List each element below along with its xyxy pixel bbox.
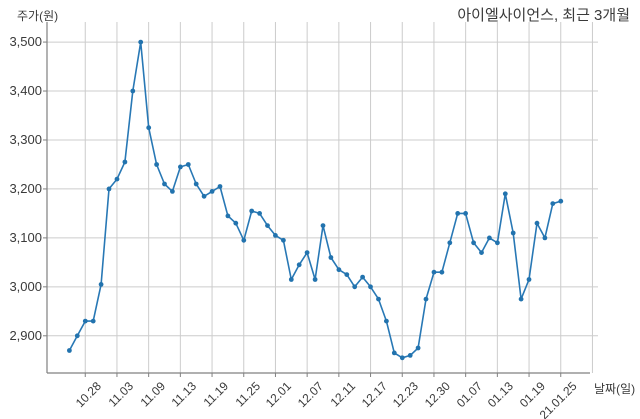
data-point-marker <box>249 208 255 214</box>
data-point-marker <box>201 193 207 199</box>
gridlines <box>47 22 598 373</box>
data-point-marker <box>170 189 175 194</box>
data-point-marker <box>217 184 223 189</box>
data-point-marker <box>288 277 294 282</box>
data-point-markers <box>67 39 564 361</box>
data-point-marker <box>526 277 532 282</box>
data-point-marker <box>233 220 239 226</box>
y-tick-label: 3,000 <box>9 278 42 294</box>
data-point-marker <box>439 269 445 275</box>
data-point-marker <box>542 235 548 241</box>
data-point-marker <box>510 230 516 236</box>
y-axis-label: 주가(원) <box>17 9 59 23</box>
data-point-marker <box>352 284 358 290</box>
data-point-marker <box>558 198 564 204</box>
data-point-marker <box>98 282 104 287</box>
data-point-marker <box>162 181 167 187</box>
data-point-marker <box>257 211 262 216</box>
data-point-marker <box>146 125 152 131</box>
data-point-marker <box>74 333 80 339</box>
data-point-marker <box>463 211 468 216</box>
data-point-marker <box>407 353 413 358</box>
x-axis-label: 날짜(일) <box>594 382 636 396</box>
price-line-series <box>67 39 564 361</box>
data-point-marker <box>312 277 318 282</box>
y-tick-label: 3,300 <box>9 131 42 147</box>
data-point-marker <box>415 345 421 351</box>
data-point-marker <box>447 240 453 246</box>
data-point-marker <box>376 296 381 302</box>
data-point-marker <box>82 318 88 324</box>
data-point-marker <box>479 250 484 256</box>
data-point-marker <box>336 267 342 273</box>
data-point-marker <box>320 223 326 229</box>
data-point-marker <box>225 213 231 219</box>
y-tick-label: 3,400 <box>9 83 42 99</box>
data-point-marker <box>138 39 144 45</box>
data-point-marker <box>122 159 128 165</box>
data-point-marker <box>67 348 72 353</box>
data-point-marker <box>185 162 191 167</box>
data-point-marker <box>178 164 183 170</box>
data-point-marker <box>209 189 215 194</box>
data-point-marker <box>114 176 120 182</box>
y-tick-label: 2,900 <box>9 327 42 343</box>
chart-title: 아이엘사이언스, 최근 3개월 <box>457 7 630 24</box>
data-point-marker <box>550 201 556 207</box>
data-point-marker <box>193 181 199 187</box>
data-point-marker <box>360 274 365 280</box>
data-point-marker <box>534 220 540 226</box>
data-point-marker <box>265 223 270 229</box>
data-point-marker <box>471 240 476 246</box>
axes <box>43 22 590 377</box>
data-point-marker <box>487 235 492 241</box>
data-point-marker <box>391 350 397 356</box>
data-point-marker <box>384 318 389 324</box>
data-point-marker <box>304 250 310 256</box>
data-point-marker <box>399 355 405 361</box>
data-point-marker <box>368 284 373 290</box>
data-point-marker <box>241 237 247 243</box>
data-point-marker <box>423 296 429 302</box>
data-point-marker <box>106 186 112 192</box>
data-point-marker <box>431 269 437 275</box>
data-point-marker <box>495 240 500 246</box>
data-point-marker <box>518 296 524 302</box>
data-point-marker <box>344 272 350 277</box>
data-point-marker <box>296 262 302 268</box>
y-tick-label: 3,100 <box>9 229 42 245</box>
data-point-marker <box>455 211 461 216</box>
data-point-marker <box>154 162 160 167</box>
data-point-marker <box>281 237 286 243</box>
data-point-marker <box>90 318 96 324</box>
data-point-marker <box>273 233 278 238</box>
data-point-marker <box>328 255 334 260</box>
y-tick-label: 3,500 <box>9 34 42 50</box>
price-line <box>68 41 562 359</box>
data-point-marker <box>502 191 508 197</box>
data-point-marker <box>130 88 136 94</box>
y-tick-label: 3,200 <box>9 180 42 196</box>
